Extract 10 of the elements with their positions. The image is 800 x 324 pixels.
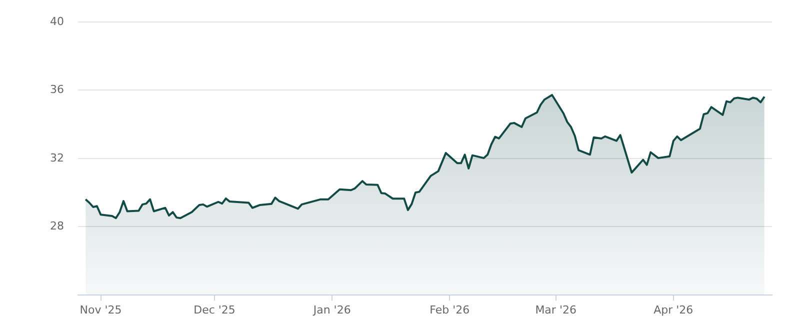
x-tick-label: Dec '25	[194, 303, 236, 316]
y-tick-label: 28	[50, 219, 64, 232]
x-tick-label: Jan '26	[312, 303, 351, 316]
x-tick-label: Apr '26	[654, 303, 694, 316]
x-tick-label: Mar '26	[535, 303, 576, 316]
y-tick-label: 36	[50, 83, 64, 96]
x-tick-label: Nov '25	[80, 303, 122, 316]
y-tick-label: 40	[50, 14, 64, 28]
x-tick-label: Feb '26	[430, 303, 470, 316]
y-tick-label: 32	[50, 151, 64, 164]
